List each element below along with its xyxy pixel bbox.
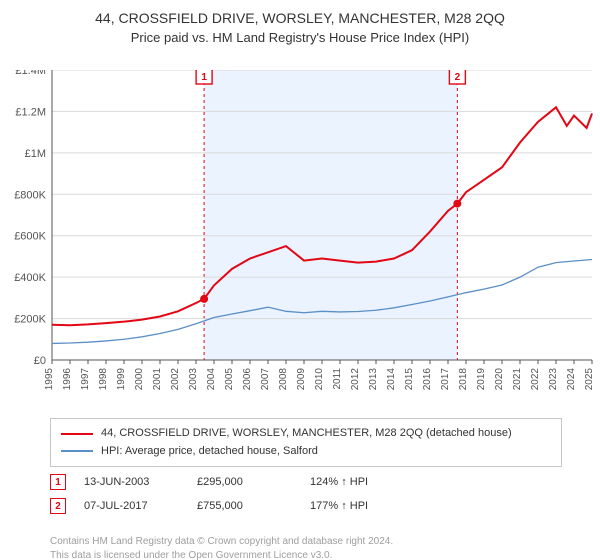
svg-text:2020: 2020 xyxy=(494,368,505,391)
svg-text:2009: 2009 xyxy=(296,368,307,391)
sale-row: 2 07-JUL-2017 £755,000 177% ↑ HPI xyxy=(50,494,368,518)
svg-text:2018: 2018 xyxy=(458,368,469,391)
legend-swatch-property xyxy=(61,433,93,435)
sale-price: £755,000 xyxy=(197,500,292,512)
legend-swatch-hpi xyxy=(61,450,93,452)
svg-text:£600K: £600K xyxy=(14,231,46,243)
svg-text:2021: 2021 xyxy=(512,368,523,391)
legend-row-property: 44, CROSSFIELD DRIVE, WORSLEY, MANCHESTE… xyxy=(61,425,551,443)
sale-marker-box: 2 xyxy=(50,498,66,514)
page-subtitle: Price paid vs. HM Land Registry's House … xyxy=(0,30,600,45)
svg-text:£1.4M: £1.4M xyxy=(15,70,46,77)
sale-hpi: 177% ↑ HPI xyxy=(310,500,368,512)
svg-text:£800K: £800K xyxy=(14,189,46,201)
legend-label-property: 44, CROSSFIELD DRIVE, WORSLEY, MANCHESTE… xyxy=(101,425,512,443)
svg-text:2007: 2007 xyxy=(260,368,271,391)
legend-label-hpi: HPI: Average price, detached house, Salf… xyxy=(101,443,318,461)
sale-marker-box: 1 xyxy=(50,474,66,490)
svg-text:£200K: £200K xyxy=(14,314,46,326)
svg-text:2024: 2024 xyxy=(566,368,577,391)
svg-text:1998: 1998 xyxy=(98,368,109,391)
svg-text:2011: 2011 xyxy=(332,368,343,390)
svg-text:£1.2M: £1.2M xyxy=(15,106,46,118)
sale-price: £295,000 xyxy=(197,476,292,488)
footer: Contains HM Land Registry data © Crown c… xyxy=(50,535,393,560)
price-chart: £0 £200K £400K £600K £800K £1M £1.2M £1.4M 1995 1… xyxy=(0,70,600,410)
svg-text:£400K: £400K xyxy=(14,272,46,284)
svg-text:2015: 2015 xyxy=(404,368,415,391)
legend: 44, CROSSFIELD DRIVE, WORSLEY, MANCHESTE… xyxy=(50,418,562,467)
svg-text:2005: 2005 xyxy=(224,368,235,391)
svg-text:£0: £0 xyxy=(34,355,46,367)
svg-text:1: 1 xyxy=(201,72,207,83)
svg-text:2002: 2002 xyxy=(170,368,181,391)
svg-text:2012: 2012 xyxy=(350,368,361,391)
svg-text:2013: 2013 xyxy=(368,368,379,391)
sale-markers-list: 1 13-JUN-2003 £295,000 124% ↑ HPI 2 07-J… xyxy=(50,470,368,518)
svg-text:2008: 2008 xyxy=(278,368,289,391)
sale-date: 13-JUN-2003 xyxy=(84,476,179,488)
sale-row: 1 13-JUN-2003 £295,000 124% ↑ HPI xyxy=(50,470,368,494)
svg-text:1996: 1996 xyxy=(62,368,73,391)
svg-text:£1M: £1M xyxy=(25,148,46,160)
svg-text:2003: 2003 xyxy=(188,368,199,391)
svg-text:2010: 2010 xyxy=(314,368,325,391)
footer-line2: This data is licensed under the Open Gov… xyxy=(50,549,393,560)
svg-text:2023: 2023 xyxy=(548,368,559,391)
svg-text:2006: 2006 xyxy=(242,368,253,391)
svg-text:2014: 2014 xyxy=(386,368,397,391)
svg-text:2019: 2019 xyxy=(476,368,487,391)
legend-row-hpi: HPI: Average price, detached house, Salf… xyxy=(61,443,551,461)
sale-hpi: 124% ↑ HPI xyxy=(310,476,368,488)
svg-text:2022: 2022 xyxy=(530,368,541,391)
footer-line1: Contains HM Land Registry data © Crown c… xyxy=(50,535,393,549)
svg-text:2017: 2017 xyxy=(440,368,451,391)
svg-text:2001: 2001 xyxy=(152,368,163,391)
svg-text:2004: 2004 xyxy=(206,368,217,391)
svg-text:1999: 1999 xyxy=(116,368,127,391)
page-title: 44, CROSSFIELD DRIVE, WORSLEY, MANCHESTE… xyxy=(0,10,600,26)
svg-text:2016: 2016 xyxy=(422,368,433,391)
svg-text:2000: 2000 xyxy=(134,368,145,391)
svg-text:2025: 2025 xyxy=(584,368,595,391)
svg-text:2: 2 xyxy=(455,72,461,83)
svg-text:1995: 1995 xyxy=(44,368,55,391)
svg-text:1997: 1997 xyxy=(80,368,91,391)
sale-date: 07-JUL-2017 xyxy=(84,500,179,512)
